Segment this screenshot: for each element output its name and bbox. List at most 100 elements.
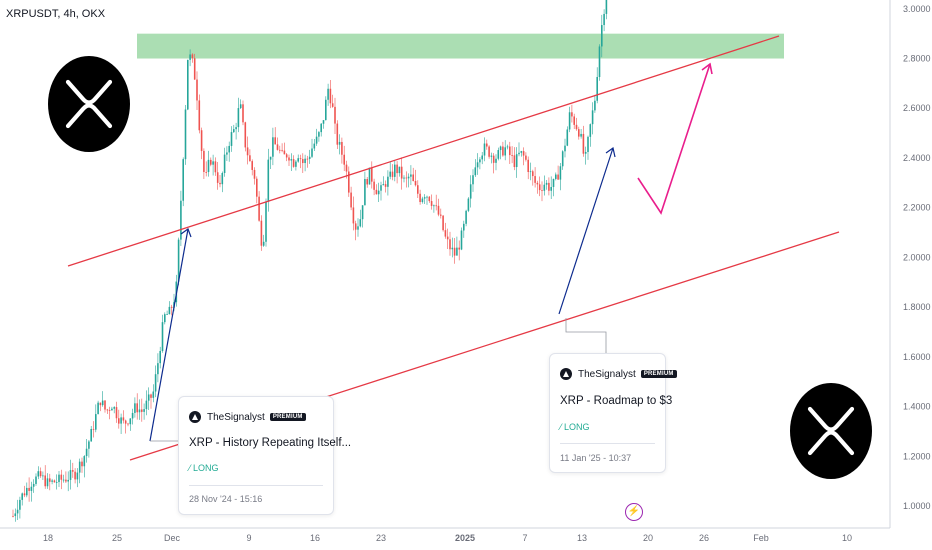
candle-body	[256, 178, 258, 197]
candle-body	[85, 448, 88, 457]
candle-body	[442, 215, 444, 231]
candle-body	[605, 0, 608, 14]
candle-body	[458, 247, 460, 250]
price-tick-label: 1.0000	[903, 501, 931, 511]
author-name: TheSignalyst	[207, 411, 265, 423]
candle-body	[200, 130, 203, 151]
idea-card[interactable]: TheSignalyst PREMIUM XRP - History Repea…	[178, 396, 351, 515]
card-divider	[560, 443, 655, 444]
candle-body	[113, 407, 115, 409]
price-tick-label: 2.4000	[903, 153, 931, 163]
candle-body	[575, 124, 578, 130]
candle-body	[159, 350, 161, 364]
candle-body	[387, 176, 389, 187]
candle-body	[407, 176, 410, 179]
candle-body	[97, 402, 99, 415]
candle-body	[237, 108, 240, 128]
candle-body	[92, 428, 95, 430]
price-axis[interactable]: 1.0000 1.2000 1.4000 1.6000 1.8000 2.0000 2.20…	[889, 0, 931, 528]
candle-body	[168, 306, 171, 315]
candle-body	[274, 137, 276, 145]
candle-body	[306, 158, 309, 160]
price-tick-label: 2.0000	[903, 252, 931, 262]
time-tick-label: 10	[842, 533, 852, 543]
time-axis[interactable]: 18 25 Dec 9 16 23 2025 7 13 20 26 Feb 10	[0, 527, 890, 543]
candle-body	[35, 476, 37, 484]
candle-body	[460, 230, 463, 250]
candle-body	[106, 409, 109, 411]
arrow-head	[701, 62, 713, 75]
candle-body	[594, 100, 596, 111]
candle-body	[65, 479, 67, 482]
price-tick-label: 1.4000	[903, 402, 931, 412]
candle-body	[421, 198, 424, 203]
candle-body	[371, 167, 373, 182]
candle-body	[145, 400, 148, 410]
candle-body	[276, 144, 279, 150]
candle-body	[269, 156, 272, 160]
candle-body	[246, 147, 249, 156]
candle-body	[525, 155, 527, 160]
candle-body	[60, 474, 63, 480]
candle-body	[72, 470, 74, 472]
candle-body	[474, 167, 477, 176]
resistance-zone	[137, 33, 784, 59]
candle-body	[304, 158, 306, 164]
candle-body	[30, 486, 33, 491]
candle-body	[223, 154, 226, 174]
price-tick-label: 1.2000	[903, 451, 931, 461]
candle-body	[302, 159, 304, 164]
idea-card[interactable]: TheSignalyst PREMIUM XRP - Roadmap to $3…	[549, 353, 677, 473]
candle-body	[258, 196, 260, 221]
candle-body	[283, 150, 286, 155]
candle-body	[495, 158, 497, 163]
candle-body	[53, 480, 56, 483]
candle-body	[311, 148, 313, 157]
candle-body	[426, 196, 428, 198]
candle-body	[308, 156, 311, 159]
price-tick-label: 2.6000	[903, 103, 931, 113]
candle-body	[118, 418, 120, 424]
candle-body	[161, 322, 164, 351]
candle-body	[364, 178, 366, 206]
candle-body	[205, 171, 207, 173]
candle-body	[239, 104, 242, 109]
premium-badge: PREMIUM	[640, 370, 677, 378]
candle-body	[193, 58, 196, 80]
candle-body	[101, 400, 104, 406]
candle-body	[428, 196, 431, 202]
time-tick-label: Dec	[164, 533, 181, 543]
candle-body	[285, 154, 288, 158]
time-tick-label: Feb	[753, 533, 769, 543]
candle-body	[446, 236, 449, 240]
candle-body	[272, 137, 274, 157]
candle-body	[440, 214, 442, 216]
projection-arrow	[637, 63, 711, 215]
idea-title[interactable]: XRP - Roadmap to $3	[560, 395, 673, 407]
candle-body	[511, 155, 513, 156]
candle-body	[46, 478, 49, 487]
candle-body	[518, 152, 520, 155]
candle-body	[16, 509, 19, 514]
candle-body	[51, 480, 53, 482]
premium-badge: PREMIUM	[269, 413, 306, 421]
candle-body	[350, 192, 352, 208]
candle-body	[419, 193, 421, 203]
candle-body	[157, 363, 159, 375]
candle-body	[559, 166, 562, 180]
candle-body	[191, 54, 194, 59]
candles	[12, 0, 608, 522]
candle-body	[479, 159, 481, 163]
idea-title[interactable]: XRP - History Repeating Itself...	[189, 437, 352, 449]
card-author: TheSignalyst PREMIUM	[189, 411, 306, 423]
candle-body	[389, 171, 391, 177]
candle-body	[76, 472, 79, 480]
candle-body	[214, 161, 217, 173]
candle-body	[95, 414, 97, 430]
price-tick-label: 2.8000	[903, 54, 931, 64]
candle-body	[32, 483, 35, 487]
candle-body	[221, 173, 224, 185]
candle-body	[354, 223, 357, 230]
lightning-icon[interactable]: ⚡	[625, 503, 643, 521]
